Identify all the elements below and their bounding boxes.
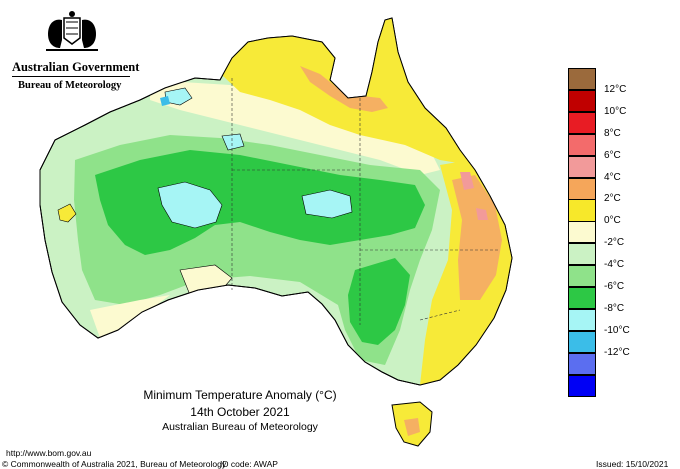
legend-label: -10°C [604,324,630,336]
map-date: 14th October 2021 [190,405,290,419]
legend-swatch [568,111,596,134]
legend-label: -6°C [604,281,625,292]
gulf-orange-patch [300,66,388,112]
legend-swatch [568,177,596,200]
legend-swatch [568,374,596,397]
coastline [39,17,513,386]
legend-label: 10°C [604,105,627,117]
legend-swatch [568,352,596,375]
cyan-blob-north [221,133,245,151]
blue-spot-kimberley [160,96,170,106]
north-cream-band [150,80,440,175]
map-title: Minimum Temperature Anomaly (°C) [143,388,337,402]
cyan-blob-central [301,189,353,219]
tasmania-orange [404,418,420,436]
east-orange-region [452,175,502,300]
legend-swatch [568,265,596,288]
government-title: Australian Government [12,60,140,74]
legend-swatch [568,243,596,266]
map-agency: Australian Bureau of Meteorology [162,421,318,433]
pink-patch-north [460,172,474,190]
color-legend: 12°C 10°C 8°C 6°C 4°C 2°C 0°C -2°C -4°C -6°C -8°C -… [568,68,668,397]
legend-swatch [568,199,596,222]
legend-swatch [568,287,596,310]
legend-swatch [568,330,596,353]
legend-label: 0°C [604,215,621,227]
wa-yellow-patch [57,203,77,223]
header-divider [12,76,130,77]
south-coast-cream [90,295,170,338]
legend-swatch [568,68,596,91]
central-green-core [95,150,425,255]
legend-label: 2°C [604,193,621,205]
coat-of-arms-icon [46,11,98,51]
cyan-blob-west [157,181,223,229]
state-boundaries [231,78,500,325]
legend-label: 4°C [604,171,621,183]
footer-id-code: ID code: AWAP [220,459,278,469]
legend-swatch [568,155,596,178]
footer-issued: Issued: 15/10/2021 [596,459,669,469]
legend-swatch [568,133,596,156]
agency-title: Bureau of Meteorology [18,80,122,91]
legend-label: -4°C [604,259,625,271]
legend-swatch [568,308,596,332]
footer-url: http://www.bom.gov.au [6,448,92,458]
south-green-lobe [348,258,410,345]
legend-label: -12°C [604,346,630,358]
pink-patch-south [476,208,488,220]
legend-label: -2°C [604,237,625,249]
legend-label: 12°C [604,83,627,95]
legend-swatch [568,89,596,113]
legend-label: -8°C [604,302,625,314]
footer-copyright: © Commonwealth of Australia 2021, Bureau… [2,459,227,469]
legend-label: 8°C [604,127,621,139]
legend-label: 6°C [604,149,621,161]
legend-swatch [568,221,596,244]
tasmania [391,401,433,447]
